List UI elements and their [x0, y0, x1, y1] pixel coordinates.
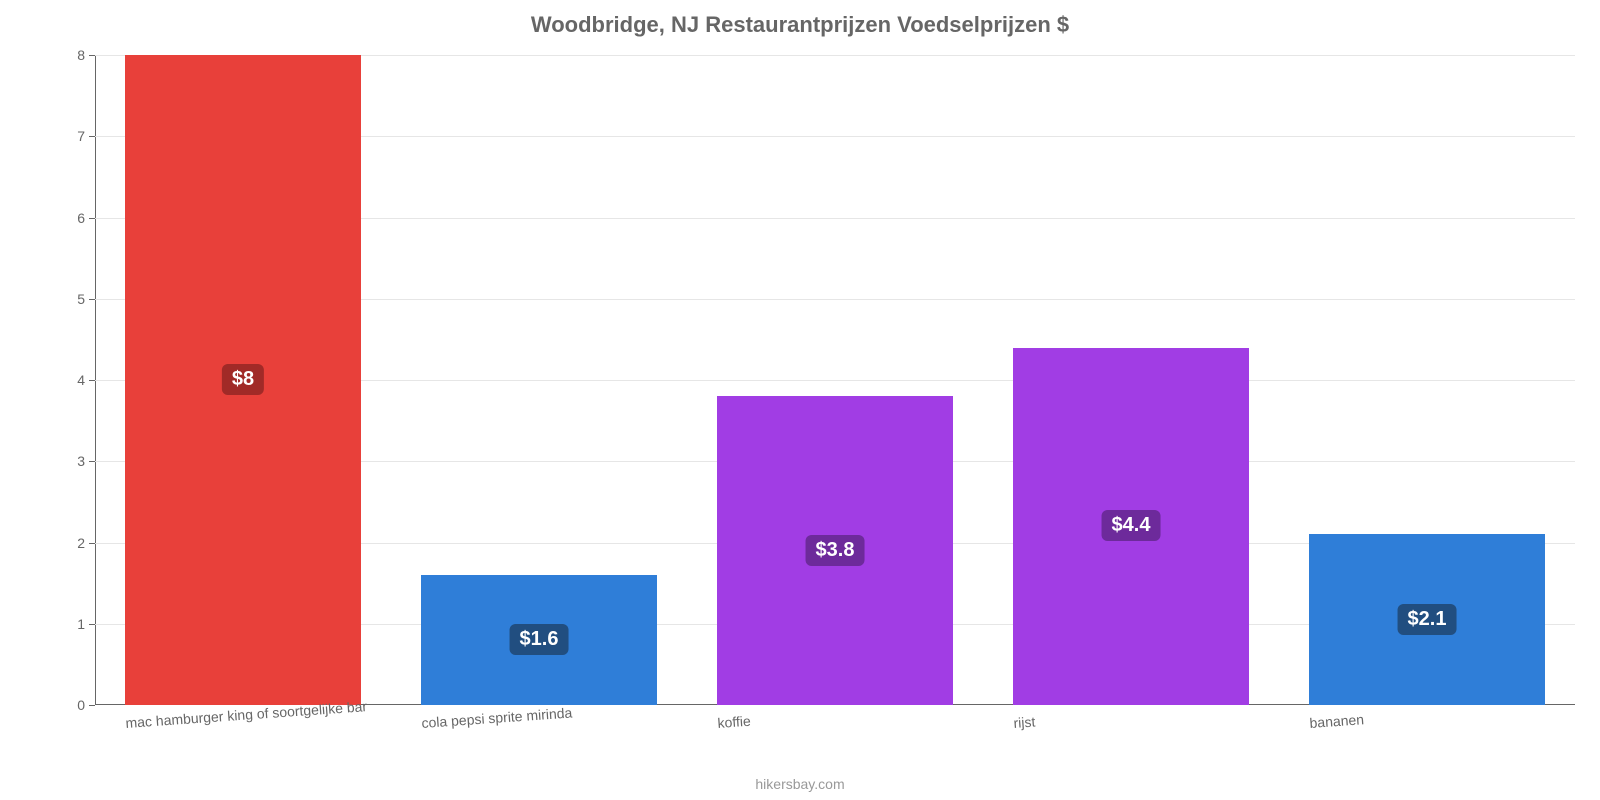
y-tick-label: 6 — [77, 210, 85, 226]
y-tick — [89, 543, 95, 544]
bar-value-label: $8 — [222, 364, 264, 395]
y-tick — [89, 380, 95, 381]
x-tick-label: bananen — [1309, 711, 1364, 731]
bar: $3.8 — [717, 396, 954, 705]
y-tick-label: 5 — [77, 291, 85, 307]
y-tick — [89, 624, 95, 625]
y-tick — [89, 299, 95, 300]
chart-title: Woodbridge, NJ Restaurantprijzen Voedsel… — [0, 12, 1600, 38]
y-tick — [89, 136, 95, 137]
y-tick-label: 7 — [77, 128, 85, 144]
bar-value-label: $3.8 — [806, 535, 865, 566]
bar-value-label: $2.1 — [1398, 604, 1457, 635]
y-tick-label: 0 — [77, 697, 85, 713]
bar: $4.4 — [1013, 348, 1250, 706]
bar: $1.6 — [421, 575, 658, 705]
x-tick-label: cola pepsi sprite mirinda — [421, 704, 573, 730]
y-tick-label: 4 — [77, 372, 85, 388]
x-tick-label: rijst — [1013, 713, 1036, 730]
x-tick-label: koffie — [717, 713, 751, 731]
y-tick-label: 3 — [77, 453, 85, 469]
y-tick — [89, 461, 95, 462]
chart-footer: hikersbay.com — [0, 776, 1600, 792]
bar: $2.1 — [1309, 534, 1546, 705]
y-tick — [89, 55, 95, 56]
y-tick-label: 8 — [77, 47, 85, 63]
chart-plot-area: 012345678 $8$1.6$3.8$4.4$2.1 mac hamburg… — [95, 55, 1575, 705]
bar: $8 — [125, 55, 362, 705]
y-tick-label: 2 — [77, 535, 85, 551]
bar-value-label: $4.4 — [1102, 510, 1161, 541]
y-tick — [89, 705, 95, 706]
bar-value-label: $1.6 — [510, 624, 569, 655]
y-tick — [89, 218, 95, 219]
y-tick-label: 1 — [77, 616, 85, 632]
bars-container: $8 $1.6 $3.8 $4.4 $2.1 — [95, 55, 1575, 705]
